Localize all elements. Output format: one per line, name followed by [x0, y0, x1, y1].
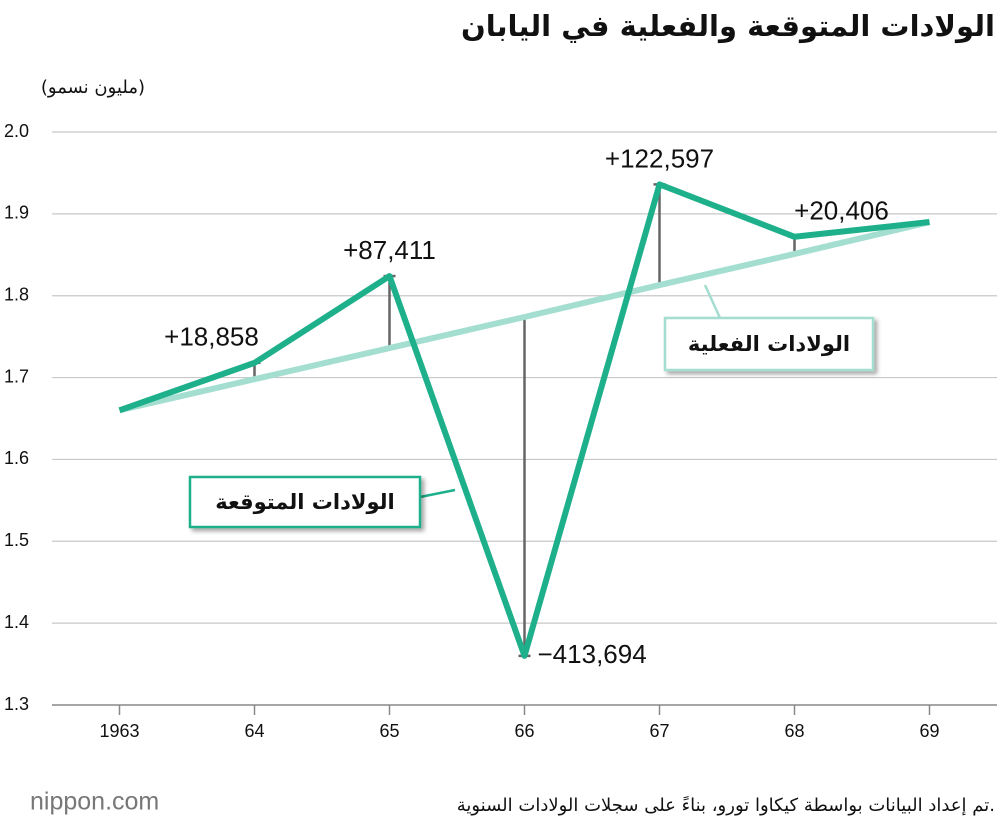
data-label: −413,694 — [538, 639, 647, 669]
series-line — [118, 181, 930, 659]
y-tick-label: 1.7 — [4, 366, 29, 386]
x-tick-label: 65 — [379, 721, 399, 741]
x-tick-label: 64 — [244, 721, 264, 741]
data-label: +87,411 — [343, 235, 436, 265]
x-tick-label: 67 — [649, 721, 669, 741]
y-tick-label: 1.4 — [4, 612, 29, 632]
y-tick-label: 1.3 — [4, 694, 29, 714]
legend-box — [188, 475, 422, 529]
legend-box — [663, 316, 875, 372]
y-tick-label: 1.6 — [4, 448, 29, 468]
x-tick-label: 69 — [919, 721, 939, 741]
legend-label: الولادات الفعلية — [688, 332, 850, 356]
y-axis-label: (مليون نسمو) — [41, 77, 145, 98]
data-label: +122,597 — [605, 143, 714, 173]
y-tick-label: 1.9 — [4, 203, 29, 223]
series-line — [118, 219, 931, 414]
y-tick-label: 1.8 — [4, 284, 29, 304]
chart-title: الولادات المتوقعة والفعلية في اليابان — [461, 9, 995, 43]
x-tick-label: 66 — [514, 721, 534, 741]
y-tick-label: 1.5 — [4, 530, 29, 550]
legend-pointer — [419, 488, 456, 499]
data-label: +20,406 — [794, 196, 889, 226]
legend-label: الولادات المتوقعة — [215, 490, 395, 514]
source: تم إعداد البيانات بواسطة كيكاوا تورو، بن… — [457, 795, 995, 816]
legend-pointer — [703, 284, 722, 319]
logo: nippon.com — [30, 788, 159, 816]
y-tick-label: 2.0 — [4, 121, 29, 141]
data-label: +18,858 — [164, 322, 259, 352]
x-tick-label: 1963 — [99, 721, 139, 741]
x-tick-label: 68 — [784, 721, 804, 741]
